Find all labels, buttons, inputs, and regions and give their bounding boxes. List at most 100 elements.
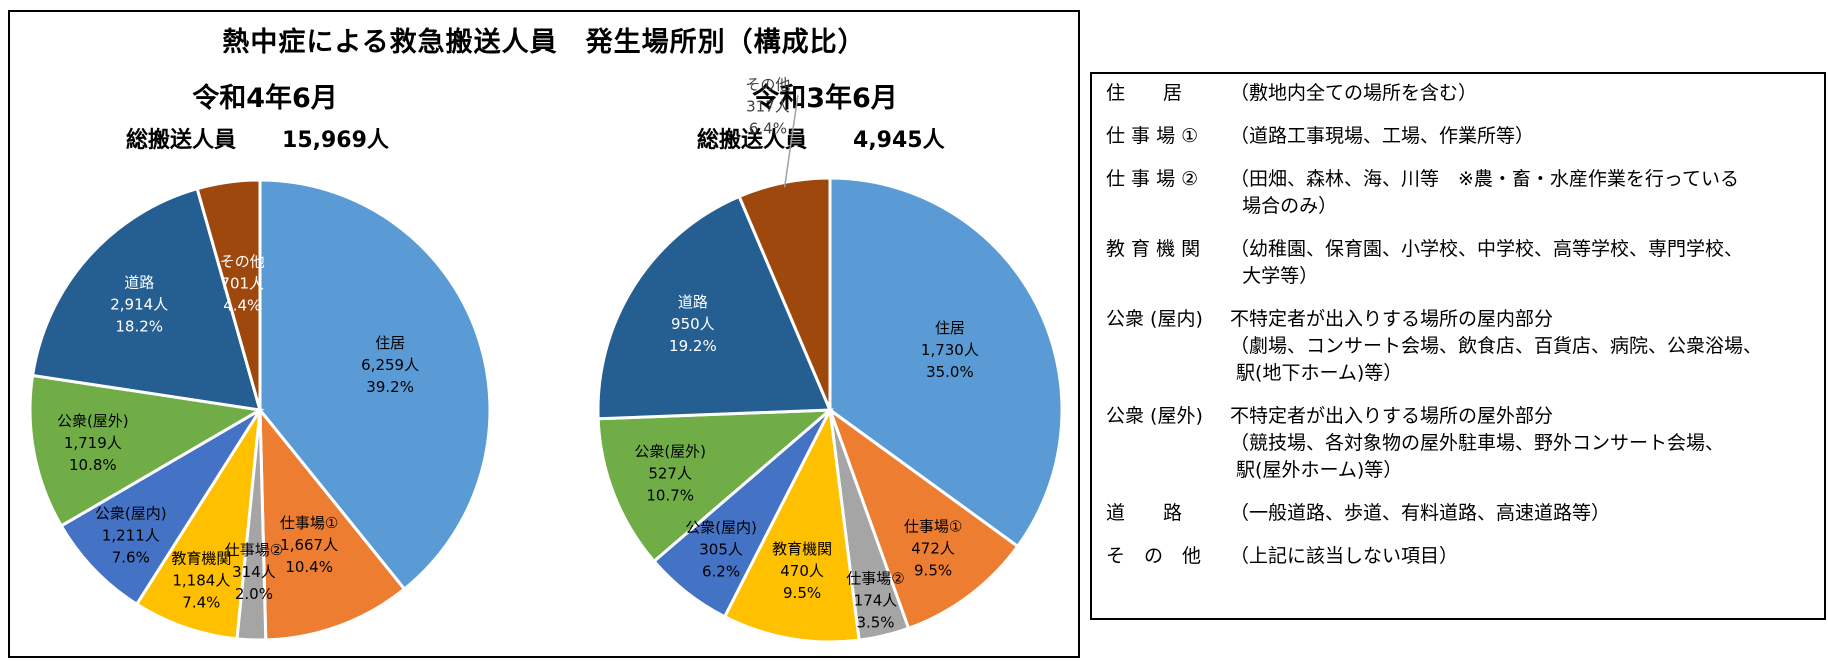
pie-1-slice-6 [28, 373, 265, 528]
pie-1-label-5-line-1: 公衆(屋内) [95, 504, 167, 522]
legend-item: 仕 事 場 ② （田畑、森林、海、川等 ※農・畜・水産作業を行っている 場合のみ） [1106, 166, 1739, 220]
pie-2-label-2-line-3: 9.5% [914, 561, 952, 579]
pie-2-label-5-line-3: 6.2% [702, 563, 740, 581]
pie-1-label-4-line-3: 7.4% [182, 594, 220, 612]
pie-1-label-7: 道路 2,914人 18.2% [110, 274, 168, 336]
pie-2-label-8: その他 317人 6.4% [745, 75, 790, 137]
pie-2-total: 総搬送人員 4,945人 [697, 122, 945, 154]
legend-term: 教 育 機 関 [1106, 238, 1201, 260]
pie-2-slice-8 [737, 176, 832, 411]
pie-2-label-5-line-1: 公衆(屋内) [685, 519, 757, 537]
pie-1-total-label: 総搬送人員 [126, 128, 237, 153]
pie-1-slice-4 [134, 409, 262, 641]
legend-item: 道 路 （一般道路、歩道、有料道路、高速道路等） [1106, 500, 1610, 527]
legend-item: 公衆 (屋外) 不特定者が出入りする場所の屋外部分 （競技場、各対象物の屋外駐車場… [1106, 403, 1724, 484]
pie-1-slice-2 [258, 405, 407, 642]
pie-1-label-5: 公衆(屋内) 1,211人 7.6% [95, 504, 167, 566]
pie-2-label-2-line-2: 472人 [911, 539, 955, 557]
legend-term: そ の 他 [1106, 545, 1202, 567]
pie-1-label-3: 仕事場② 314人 2.0% [225, 541, 283, 603]
legend-item: 住 居 （敷地内全ての場所を含む） [1106, 80, 1477, 107]
pie-2-label-1-line-1: 住居 [935, 319, 965, 337]
pie-1-label-2-line-2: 1,667人 [280, 536, 338, 554]
pie-2-label-6-line-3: 10.7% [646, 487, 694, 505]
pie-1-label-3-line-1: 仕事場② [225, 541, 283, 559]
pie-2-slice-6 [596, 408, 835, 564]
legend-box [1090, 72, 1826, 620]
pie-1-slice-5 [59, 408, 262, 607]
pie-1-label-7-line-2: 2,914人 [110, 296, 168, 314]
pie-1-label-7-line-1: 道路 [124, 274, 154, 292]
pie-2-label-4: 教育機関 470人 9.5% [772, 540, 832, 602]
pie-2-label-7-line-3: 19.2% [669, 337, 717, 355]
pie-2-label-5: 公衆(屋内) 305人 6.2% [685, 519, 757, 581]
pie-1-label-8-line-3: 4.4% [223, 296, 261, 314]
pie-1-label-5-line-2: 1,211人 [102, 526, 160, 544]
pie-2-label-4-line-2: 470人 [780, 562, 824, 580]
pie-1-label-4: 教育機関 1,184人 7.4% [171, 550, 231, 612]
pie-2-label-1-line-2: 1,730人 [921, 341, 979, 359]
pie-1-label-2: 仕事場① 1,667人 10.4% [280, 514, 338, 576]
legend-description: （一般道路、歩道、有料道路、高速道路等） [1230, 502, 1611, 524]
legend-item: 教 育 機 関 （幼稚園、保育園、小学校、中学校、高等学校、専門学校、 大学等） [1106, 236, 1743, 290]
chart-frame [8, 10, 1080, 658]
pie-2-label-4-line-3: 9.5% [783, 584, 821, 602]
pie-2-label-2-line-1: 仕事場① [904, 517, 962, 535]
pie-2-label-7: 道路 950人 19.2% [669, 293, 717, 355]
pie-2-label-3-line-2: 174人 [854, 591, 898, 609]
pie-2-label-8-line-2: 317人 [746, 97, 790, 115]
legend-item: そ の 他 （上記に該当しない項目） [1106, 543, 1458, 570]
pie-2-label-3-line-1: 仕事場② [846, 569, 904, 587]
pie-1-label-6: 公衆(屋外) 1,719人 10.8% [57, 412, 129, 474]
pie-2-slice-1 [828, 176, 1064, 549]
pie-1-label-1-line-2: 6,259人 [361, 356, 419, 374]
pie-2-total-value: 4,945人 [853, 128, 945, 153]
pie-2-title: 令和3年6月 [752, 83, 898, 114]
legend-description: （上記に該当しない項目） [1230, 545, 1459, 567]
pie-2-label-6-line-2: 527人 [648, 465, 692, 483]
legend-term: 公衆 (屋外) [1106, 405, 1203, 427]
pie-1-label-6-line-3: 10.8% [69, 456, 117, 474]
pie-2-slice-2 [826, 405, 1020, 631]
legend-description: （幼稚園、保育園、小学校、中学校、高等学校、専門学校、 大学等） [1230, 238, 1744, 287]
pie-1-label-3-line-3: 2.0% [235, 585, 273, 603]
pie-1-label-2-line-1: 仕事場① [280, 514, 338, 532]
pie-1-label-4-line-2: 1,184人 [172, 572, 230, 590]
legend-description: （敷地内全ての場所を含む） [1230, 82, 1478, 104]
pie-1-label-8-line-1: その他 [220, 252, 265, 270]
pie-2-label-8-line-1: その他 [745, 75, 790, 93]
pie-2-label-1: 住居 1,730人 35.0% [921, 319, 979, 381]
pie-2-total-label: 総搬送人員 [697, 128, 808, 153]
pie-1-label-4-line-1: 教育機関 [171, 550, 231, 568]
legend-description: （道路工事現場、工場、作業所等） [1230, 125, 1535, 147]
legend-term: 道 路 [1106, 502, 1183, 524]
pie-1-label-1-line-3: 39.2% [366, 378, 414, 396]
legend-item: 公衆 (屋内) 不特定者が出入りする場所の屋内部分 （劇場、コンサート会場、飲食店… [1106, 306, 1762, 387]
pie-1-label-7-line-3: 18.2% [115, 318, 163, 336]
legend-term: 住 居 [1106, 82, 1183, 104]
pie-2-label-4-line-1: 教育機関 [772, 540, 832, 558]
pie-2-label-7-line-1: 道路 [678, 293, 708, 311]
legend-description: （田畑、森林、海、川等 ※農・畜・水産作業を行っている 場合のみ） [1230, 168, 1739, 217]
pie-2-slice-7 [596, 194, 833, 421]
pie-1-label-8: その他 701人 4.4% [220, 252, 265, 314]
pie-1-total-value: 15,969人 [282, 128, 389, 153]
legend-item: 仕 事 場 ① （道路工事現場、工場、作業所等） [1106, 123, 1534, 150]
pie-1-slice-7 [30, 186, 263, 412]
pie-1-label-6-line-2: 1,719人 [64, 434, 122, 452]
pie-2-label-7-line-2: 950人 [671, 315, 715, 333]
chart-title: 熱中症による救急搬送人員 発生場所別（構成比） [222, 27, 866, 58]
pie-1-slice-8 [195, 178, 262, 411]
pie-1-label-2-line-3: 10.4% [285, 558, 333, 576]
legend-term: 仕 事 場 ① [1106, 125, 1199, 147]
pie-1-label-6-line-1: 公衆(屋外) [57, 412, 129, 430]
pie-2-label-3-line-3: 3.5% [856, 613, 894, 631]
pie-2-label-3: 仕事場② 174人 3.5% [846, 569, 904, 631]
pie-2-slice-4 [722, 404, 861, 644]
pie-1-label-3-line-2: 314人 [232, 563, 276, 581]
legend-term: 公衆 (屋内) [1106, 308, 1203, 330]
pie-1-slice-1 [258, 178, 492, 592]
legend-term: 仕 事 場 ② [1106, 168, 1199, 190]
legend-description: 不特定者が出入りする場所の屋内部分 （劇場、コンサート会場、飲食店、百貨店、病院… [1230, 308, 1763, 384]
pie-1-label-1: 住居 6,259人 39.2% [361, 334, 419, 396]
